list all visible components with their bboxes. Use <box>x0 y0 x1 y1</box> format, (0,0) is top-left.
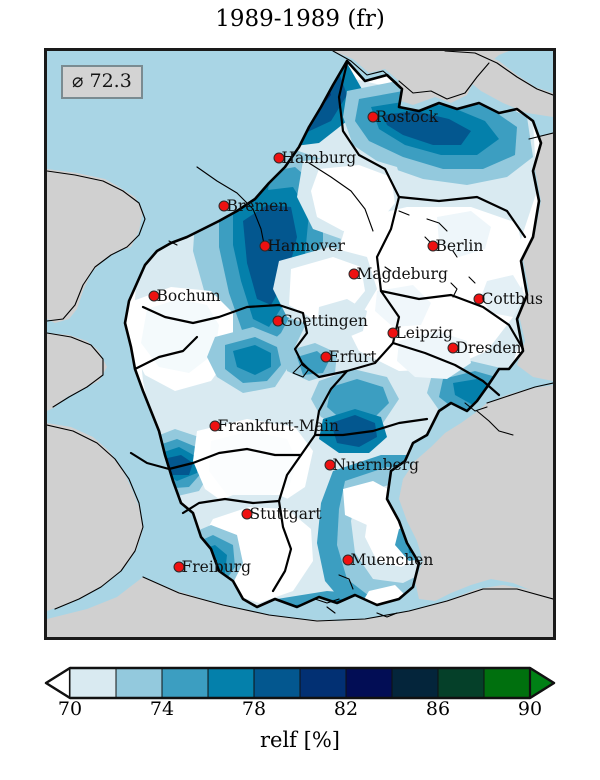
city-marker-freiburg: Freiburg <box>173 558 251 576</box>
city-marker-nuernberg: Nuernberg <box>324 456 419 474</box>
city-label: Muenchen <box>350 550 434 569</box>
city-label: Bremen <box>226 196 289 215</box>
city-label: Frankfurt-Main <box>217 416 339 435</box>
city-label: Hamburg <box>281 148 357 167</box>
city-label: Cottbus <box>481 289 544 308</box>
page-title: 1989-1989 (fr) <box>215 6 385 32</box>
city-marker-goettingen: Goettingen <box>272 312 368 330</box>
city-dot-icon <box>324 459 336 471</box>
city-marker-bochum: Bochum <box>148 287 221 305</box>
colorbar-under-arrow <box>44 666 72 700</box>
city-dot-icon <box>173 561 185 573</box>
city-label: Hannover <box>267 236 345 255</box>
city-marker-hannover: Hannover <box>259 237 345 255</box>
city-dot-icon <box>473 293 485 305</box>
city-dot-icon <box>367 111 379 123</box>
city-dot-icon <box>342 554 354 566</box>
city-marker-leipzig: Leipzig <box>387 324 453 342</box>
city-dot-icon <box>447 342 459 354</box>
colorbar-swatches <box>44 666 556 700</box>
city-dot-icon <box>320 351 332 363</box>
city-dot-icon <box>148 290 160 302</box>
city-marker-stuttgart: Stuttgart <box>241 505 322 523</box>
colorbar-tick-label: 74 <box>149 698 175 720</box>
colorbar-tick-label: 78 <box>241 698 267 720</box>
city-marker-hamburg: Hamburg <box>273 149 356 167</box>
map-axes: ⌀ 72.3 Rostock Hamburg Bremen Hannover Berli… <box>44 48 556 640</box>
colorbar-tick-label: 90 <box>517 698 543 720</box>
city-marker-rostock: Rostock <box>367 108 438 126</box>
colorbar-swatch-1 <box>115 667 163 699</box>
city-dot-icon <box>387 327 399 339</box>
city-label: Stuttgart <box>249 504 322 523</box>
city-marker-erfurt: Erfurt <box>320 348 377 366</box>
city-marker-cottbus: Cottbus <box>473 290 543 308</box>
city-dot-icon <box>259 240 271 252</box>
city-label: Berlin <box>435 236 484 255</box>
colorbar-swatch-6 <box>345 667 393 699</box>
map-plot <box>47 51 553 637</box>
colorbar <box>44 666 556 700</box>
city-marker-berlin: Berlin <box>427 237 483 255</box>
city-label: Nuernberg <box>332 455 420 474</box>
city-marker-muenchen: Muenchen <box>342 551 433 569</box>
colorbar-tick-label: 86 <box>425 698 451 720</box>
colorbar-tick-label: 82 <box>333 698 359 720</box>
city-dot-icon <box>348 268 360 280</box>
colorbar-swatch-4 <box>253 667 301 699</box>
colorbar-swatch-0 <box>69 667 117 699</box>
city-marker-magdeburg: Magdeburg <box>348 265 448 283</box>
colorbar-over-arrow <box>528 666 556 700</box>
colorbar-swatch-2 <box>161 667 209 699</box>
city-marker-bremen: Bremen <box>218 197 288 215</box>
city-label: Leipzig <box>395 323 453 342</box>
city-dot-icon <box>272 315 284 327</box>
city-marker-frankfurt-main: Frankfurt-Main <box>209 417 339 435</box>
city-label: Erfurt <box>328 347 377 366</box>
city-label: Goettingen <box>280 311 368 330</box>
city-label: Magdeburg <box>356 264 448 283</box>
administrative-borders <box>47 51 553 622</box>
city-dot-icon <box>241 508 253 520</box>
city-dot-icon <box>273 152 285 164</box>
colorbar-swatch-5 <box>299 667 347 699</box>
colorbar-tick-label: 70 <box>57 698 83 720</box>
city-label: Rostock <box>375 107 439 126</box>
colorbar-swatch-9 <box>483 667 531 699</box>
colorbar-swatch-3 <box>207 667 255 699</box>
city-dot-icon <box>218 200 230 212</box>
city-label: Freiburg <box>181 557 252 576</box>
city-label: Bochum <box>156 286 221 305</box>
colorbar-swatch-7 <box>391 667 439 699</box>
city-label: Dresden <box>455 338 522 357</box>
colorbar-axis-label: relf [%] <box>260 728 340 752</box>
city-dot-icon <box>427 240 439 252</box>
city-marker-dresden: Dresden <box>447 339 522 357</box>
city-dot-icon <box>209 420 221 432</box>
foreign-land <box>47 51 553 637</box>
colorbar-outline <box>44 666 556 700</box>
colorbar-swatch-8 <box>437 667 485 699</box>
colorbar-ticks: 70 74 78 82 86 90 <box>44 698 556 724</box>
mean-annotation: ⌀ 72.3 <box>61 65 143 99</box>
